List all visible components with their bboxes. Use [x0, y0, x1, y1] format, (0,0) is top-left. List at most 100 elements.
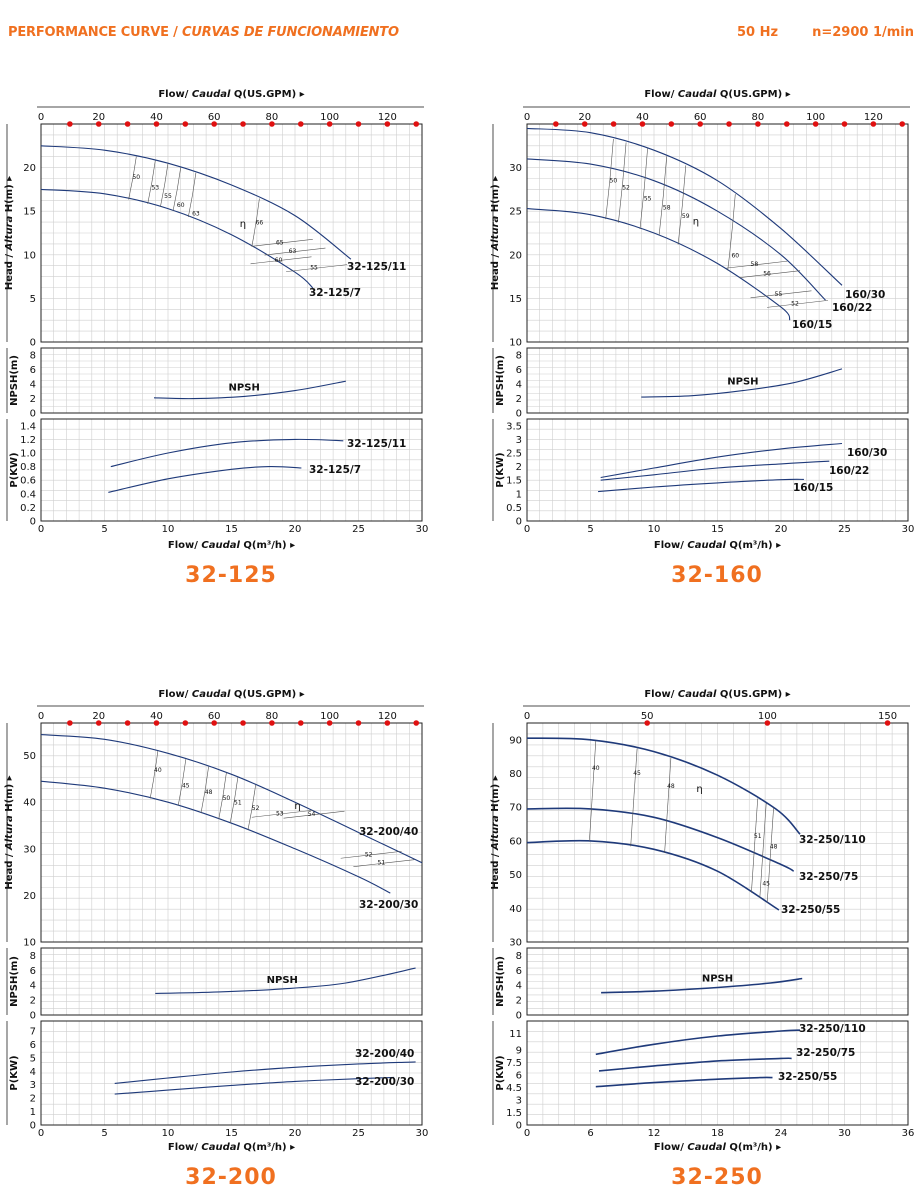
- top-axis-title: Flow/ Caudal Q(US.GPM) ▸: [644, 89, 790, 100]
- head-curve: [526, 127, 843, 286]
- top-tick-label: 40: [150, 112, 163, 123]
- efficiency-line: [589, 740, 597, 842]
- top-axis-title: Flow/ Caudal Q(US.GPM) ▸: [158, 689, 304, 700]
- head-curve-label: 32-200/30: [359, 899, 418, 911]
- npsh-label: NPSH: [702, 973, 733, 984]
- gpm-marker: [668, 121, 675, 127]
- npsh-label: NPSH: [229, 382, 260, 393]
- efficiency-line: [727, 194, 736, 271]
- x-tick-label: 20: [289, 524, 302, 535]
- power-axis-label: P(KW): [9, 1055, 20, 1090]
- y-tick-label: 0.5: [506, 503, 522, 514]
- y-tick-label: 6: [30, 365, 36, 376]
- gpm-marker: [95, 720, 102, 726]
- gpm-marker: [553, 121, 559, 127]
- top-tick-label: 150: [878, 711, 897, 722]
- gpm-marker: [384, 720, 391, 726]
- y-tick-label: 4: [516, 380, 522, 391]
- gpm-marker: [355, 720, 362, 726]
- top-tick-label: 40: [636, 112, 649, 123]
- y-tick-label: 1: [516, 489, 522, 500]
- y-tick-label: 0.4: [20, 489, 36, 500]
- x-tick-label: 30: [838, 1128, 851, 1139]
- y-tick-label: 2: [30, 996, 36, 1007]
- title-en: PERFORMANCE CURVE: [8, 25, 169, 40]
- y-tick-label: 0: [516, 1011, 522, 1022]
- efficiency-label: η: [693, 216, 699, 227]
- efficiency-label: 53: [151, 184, 159, 191]
- gpm-marker: [639, 121, 646, 127]
- y-tick-label: 2: [516, 996, 522, 1007]
- y-tick-label: 0: [516, 517, 522, 528]
- model-title: 32-160: [671, 563, 763, 588]
- power-curve-label: 32-200/30: [355, 1076, 414, 1088]
- gpm-marker: [581, 121, 588, 127]
- gpm-marker: [413, 720, 420, 726]
- y-tick-label: 6: [30, 1040, 36, 1051]
- gpm-marker: [726, 121, 732, 127]
- y-tick-label: 0: [30, 1011, 36, 1022]
- y-tick-label: 8: [516, 951, 522, 962]
- efficiency-label: 56: [763, 271, 771, 278]
- top-tick-label: 60: [208, 112, 221, 123]
- power-curve: [600, 460, 830, 481]
- top-tick-label: 100: [320, 112, 339, 123]
- panel-frame: [40, 347, 423, 414]
- y-tick-label: 3: [516, 435, 522, 446]
- efficiency-label: 53: [276, 810, 284, 817]
- panel-frame: [526, 947, 909, 1016]
- y-tick-label: 7.5: [506, 1058, 522, 1069]
- head-curve: [526, 208, 791, 321]
- npsh-axis-label: NPSH(m): [495, 355, 506, 406]
- gpm-marker: [124, 121, 131, 127]
- power-curve: [600, 442, 843, 479]
- x-tick-label: 0: [524, 1128, 530, 1139]
- head-curve: [40, 145, 352, 260]
- top-tick-label: 0: [38, 112, 44, 123]
- power-curve-label: 160/30: [847, 447, 887, 459]
- y-tick-label: 70: [509, 803, 522, 814]
- chart-32-250: Flow/ Caudal Q(US.GPM) ▸0 50 100 1503040506…: [490, 689, 914, 1190]
- x-tick-label: 10: [162, 524, 175, 535]
- power-curve: [114, 1061, 416, 1084]
- x-tick-label: 12: [648, 1128, 661, 1139]
- power-curve: [114, 1076, 395, 1095]
- y-tick-label: 30: [509, 938, 522, 949]
- efficiency-label: 51: [754, 833, 762, 840]
- panel-frame: [40, 1020, 423, 1126]
- head-curve-label: 160/30: [845, 289, 885, 301]
- y-tick-label: 9: [516, 1046, 522, 1057]
- y-tick-label: 0: [30, 1121, 36, 1132]
- head-curve-label: 32-250/110: [799, 834, 866, 846]
- y-tick-label: 25: [509, 207, 522, 218]
- power-axis-label: P(KW): [495, 1055, 506, 1090]
- efficiency-line: [630, 748, 638, 847]
- efficiency-label: 50: [132, 174, 140, 181]
- gpm-marker: [355, 121, 362, 127]
- y-tick-label: 3: [30, 1080, 36, 1091]
- efficiency-label: 55: [644, 196, 652, 203]
- gpm-marker: [269, 121, 275, 127]
- x-tick-label: 36: [902, 1128, 915, 1139]
- chart-32-125: Flow/ Caudal Q(US.GPM) ▸0 20 40 60 80 100 1200…: [4, 89, 428, 588]
- gpm-marker: [384, 121, 391, 127]
- y-tick-label: 0: [30, 338, 36, 349]
- efficiency-label: 45: [762, 880, 770, 887]
- y-tick-label: 40: [509, 904, 522, 915]
- efficiency-label: 52: [622, 184, 630, 191]
- efficiency-line: [149, 751, 159, 799]
- y-tick-label: 2: [30, 394, 36, 405]
- x-tick-label: 30: [902, 524, 915, 535]
- power-curve: [595, 1076, 773, 1088]
- power-curve-label: 32-250/110: [799, 1023, 866, 1035]
- panel-frame: [40, 418, 423, 522]
- efficiency-label: 66: [256, 219, 264, 226]
- y-tick-label: 90: [509, 735, 522, 746]
- gpm-marker: [124, 720, 131, 726]
- efficiency-label: 40: [154, 767, 162, 774]
- x-axis-title: Flow/ Caudal Q(m³/h) ▸: [654, 540, 781, 551]
- power-curve-label: 160/22: [829, 465, 869, 477]
- power-curve-label: 32-125/7: [309, 464, 361, 476]
- efficiency-label: 59: [682, 213, 690, 220]
- efficiency-label: η: [240, 219, 246, 230]
